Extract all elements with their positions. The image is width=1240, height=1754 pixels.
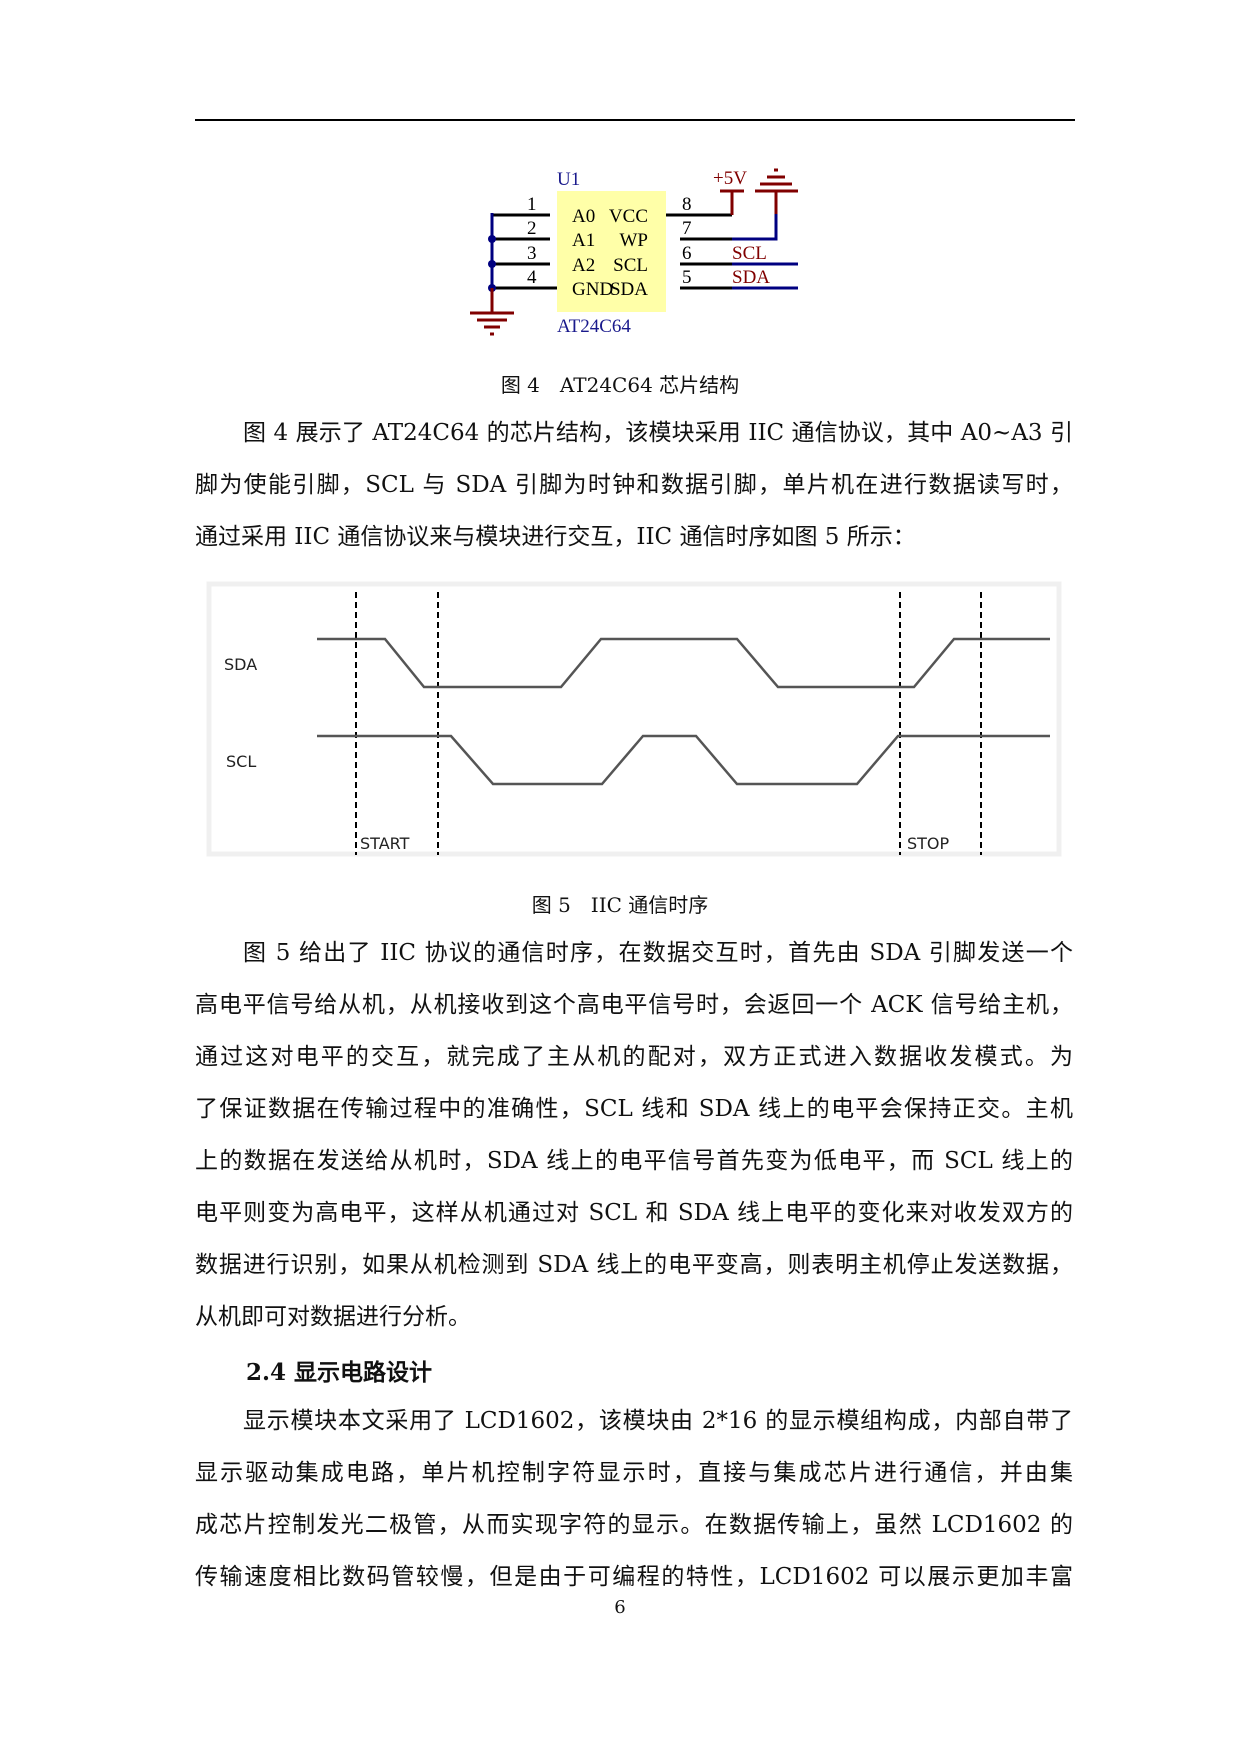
para3-line: 显示模块本文采用了 LCD1602，该模块由 2*16 的显示模组构成，内部自带… (243, 1408, 1073, 1434)
svg-text:A0: A0 (572, 206, 595, 227)
svg-text:A1: A1 (572, 230, 595, 251)
para1-line: 通过采用 IIC 通信协议来与模块进行交互，IIC 通信时序如图 5 所示： (195, 524, 916, 550)
svg-text:7: 7 (682, 218, 692, 239)
figure4-caption: 图 4 AT24C64 芯片结构 (500, 373, 740, 397)
chip-ref: U1 (557, 169, 580, 190)
svg-text:8: 8 (682, 194, 692, 215)
stop-label: STOP (907, 834, 950, 853)
para1-line: 图 4 展示了 AT24C64 的芯片结构，该模块采用 IIC 通信协议，其中 … (243, 420, 1073, 446)
scl-waveform (317, 734, 1050, 786)
chip-part: AT24C64 (557, 316, 631, 337)
para3-line: 成芯片控制发光二极管，从而实现字符的显示。在数据传输上，虽然 LCD1602 的 (195, 1512, 1073, 1538)
para2-line: 上的数据在发送给从机时，SDA 线上的电平信号首先变为低电平，而 SCL 线上的 (195, 1148, 1073, 1174)
svg-text:4: 4 (527, 267, 537, 288)
svg-text:SCL: SCL (613, 255, 648, 276)
svg-text:2: 2 (527, 218, 537, 239)
svg-text:VCC: VCC (609, 206, 648, 227)
scl-label: SCL (226, 752, 256, 771)
svg-text:5: 5 (682, 267, 692, 288)
power-label: +5V (713, 168, 747, 189)
svg-text:3: 3 (527, 243, 537, 264)
page-number: 6 (614, 1597, 626, 1618)
para1-line: 脚为使能引脚，SCL 与 SDA 引脚为时钟和数据引脚，单片机在进行数据读写时， (195, 472, 1073, 498)
timing-markers (355, 592, 982, 855)
para2-line: 通过这对电平的交互，就完成了主从机的配对，双方正式进入数据收发模式。为 (195, 1044, 1073, 1070)
start-label: START (360, 834, 410, 853)
sda-label: SDA (224, 655, 257, 674)
para3-line: 显示驱动集成电路，单片机控制字符显示时，直接与集成芯片进行通信，并由集 (195, 1460, 1073, 1486)
ground-icon (755, 168, 798, 193)
svg-text:SDA: SDA (610, 279, 648, 300)
section-heading: 2.4 显示电路设计 (246, 1359, 433, 1386)
svg-text:GND: GND (572, 279, 613, 300)
para3-line: 传输速度相比数码管较慢，但是由于可编程的特性，LCD1602 可以展示更加丰富 (195, 1564, 1073, 1590)
chip-body (557, 191, 666, 312)
para2-line: 数据进行识别，如果从机检测到 SDA 线上的电平变高，则表明主机停止发送数据， (195, 1252, 1073, 1278)
svg-text:WP: WP (620, 230, 649, 251)
para2-line: 了保证数据在传输过程中的准确性，SCL 线和 SDA 线上的电平会保持正交。主机 (195, 1096, 1073, 1122)
para2-line: 电平则变为高电平，这样从机通过对 SCL 和 SDA 线上电平的变化来对收发双方… (195, 1200, 1073, 1226)
sda-waveform (317, 637, 1050, 689)
para2-line: 图 5 给出了 IIC 协议的通信时序，在数据交互时，首先由 SDA 引脚发送一… (243, 940, 1073, 966)
header-rule (195, 119, 1075, 121)
svg-text:A2: A2 (572, 255, 595, 276)
para2-line: 从机即可对数据进行分析。 (195, 1304, 471, 1330)
svg-text:1: 1 (527, 194, 537, 215)
net-sda-label: SDA (732, 267, 770, 288)
svg-text:6: 6 (682, 243, 692, 264)
para2-line: 高电平信号给从机，从机接收到这个高电平信号时，会返回一个 ACK 信号给主机， (195, 992, 1073, 1018)
figure5-caption: 图 5 IIC 通信时序 (531, 893, 709, 917)
ground-icon (470, 311, 514, 336)
net-scl-label: SCL (732, 243, 767, 264)
